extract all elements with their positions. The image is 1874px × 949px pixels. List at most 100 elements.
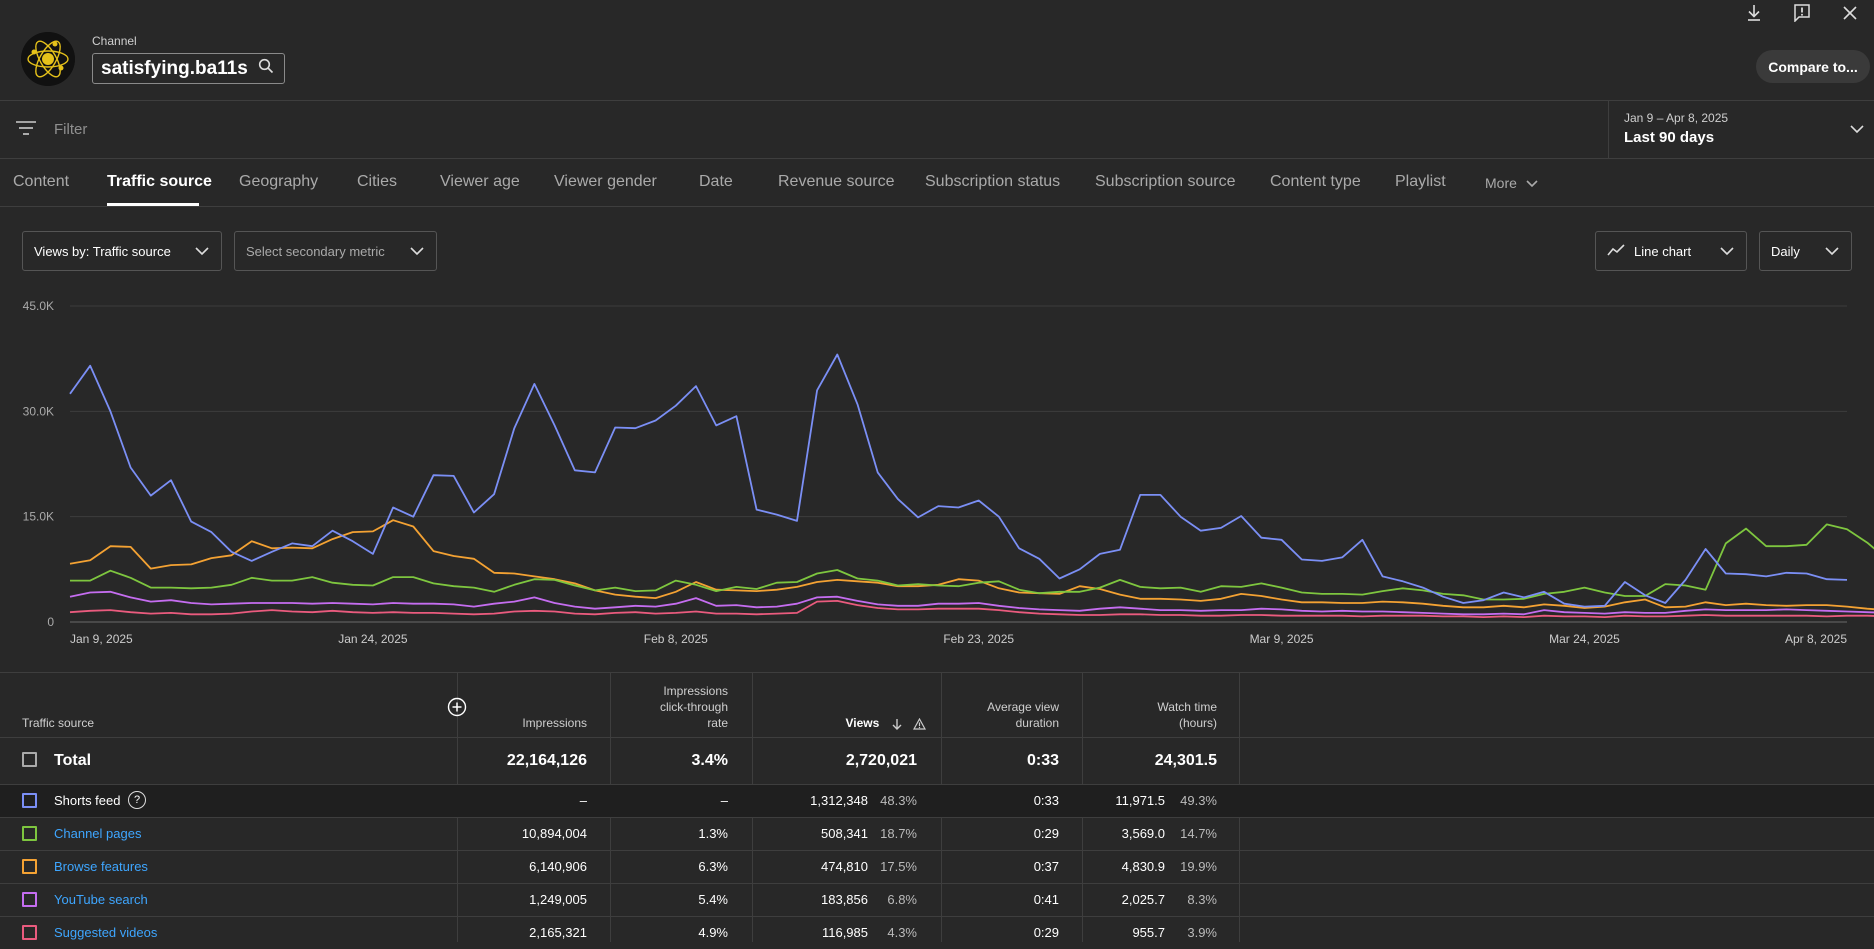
tab-geography[interactable]: Geography	[239, 173, 319, 190]
granularity-dropdown[interactable]: Daily	[1759, 231, 1852, 271]
granularity-label: Daily	[1771, 243, 1800, 259]
date-range-picker[interactable]: Jan 9 – Apr 8, 2025 Last 90 days	[1608, 101, 1874, 159]
row-checkbox[interactable]	[22, 826, 37, 841]
row-watch-pct: 14.7%	[1180, 826, 1217, 841]
total-row: Total 22,164,126 3.4% 2,720,021 0:33 24,…	[0, 737, 1874, 784]
tab-viewer-gender[interactable]: Viewer gender	[554, 173, 657, 190]
y-tick-label: 15.0K	[23, 510, 54, 524]
total-views: 2,720,021	[845, 752, 917, 769]
row-source-label[interactable]: YouTube search	[54, 892, 148, 907]
row-watch-pct: 49.3%	[1180, 793, 1217, 808]
total-impressions: 22,164,126	[506, 752, 587, 769]
chevron-down-icon	[1825, 244, 1839, 259]
row-checkbox[interactable]	[22, 793, 37, 808]
close-icon[interactable]	[1826, 0, 1874, 26]
date-range-text: Jan 9 – Apr 8, 2025	[1624, 111, 1729, 125]
row-avd: 0:37	[1033, 859, 1059, 874]
total-checkbox[interactable]	[22, 752, 37, 767]
header-traffic-source[interactable]: Traffic source	[22, 716, 95, 730]
header-views-label: Views	[845, 716, 880, 730]
row-checkbox[interactable]	[22, 859, 37, 874]
row-views: 474,810	[821, 859, 868, 874]
header-avg-view-duration[interactable]: Average view duration	[987, 699, 1059, 731]
row-watch-pct: 19.9%	[1180, 859, 1217, 874]
x-tick-label: Feb 8, 2025	[644, 632, 708, 646]
table-row: YouTube search 1,249,005 5.4% 183,856 6.8% 0:…	[0, 883, 1874, 916]
header-watch-line1: Watch time	[1157, 700, 1217, 714]
tab-content[interactable]: Content	[13, 173, 70, 190]
search-icon	[258, 58, 274, 79]
row-views-pct: 4.3%	[887, 925, 917, 940]
row-impressions: –	[579, 793, 587, 808]
row-views-pct: 17.5%	[880, 859, 917, 874]
row-watch-time: 4,830.9	[1121, 859, 1165, 874]
header-ctr-line2: click-through	[659, 700, 728, 714]
x-tick-label: Mar 24, 2025	[1549, 632, 1620, 646]
row-checkbox[interactable]	[22, 892, 37, 907]
help-icon[interactable]: ?	[128, 791, 146, 809]
secondary-metric-dropdown[interactable]: Select secondary metric	[234, 231, 437, 271]
filter-icon[interactable]	[16, 120, 36, 141]
row-views-pct: 48.3%	[880, 793, 917, 808]
total-avd: 0:33	[1026, 752, 1059, 769]
table-row: Suggested videos 2,165,321 4.9% 116,985 4.3%…	[0, 916, 1874, 949]
header-ctr-line3: rate	[707, 716, 728, 730]
row-source-label[interactable]: Channel pages	[54, 826, 142, 841]
series-line-suggested-videos	[69, 599, 1874, 619]
tab-cities[interactable]: Cities	[357, 173, 398, 190]
channel-selector[interactable]: satisfying.ba11s	[92, 53, 285, 84]
channel-avatar[interactable]	[21, 32, 75, 86]
row-ctr: 4.9%	[698, 925, 728, 940]
row-source-label[interactable]: Suggested videos	[54, 925, 158, 940]
row-ctr: –	[720, 793, 728, 808]
tab-more-label: More	[1485, 175, 1517, 191]
tab-content-type[interactable]: Content type	[1270, 173, 1361, 190]
table-row: Channel pages 10,894,004 1.3% 508,341 18.7% 0…	[0, 817, 1874, 850]
row-views-pct: 18.7%	[880, 826, 917, 841]
total-watch-time: 24,301.5	[1154, 752, 1217, 769]
row-views-pct: 6.8%	[887, 892, 917, 907]
tab-traffic-source[interactable]: Traffic source	[107, 173, 212, 190]
date-range-label: Last 90 days	[1624, 129, 1715, 146]
row-ctr: 1.3%	[698, 826, 728, 841]
primary-metric-dropdown[interactable]: Views by: Traffic source	[22, 231, 222, 271]
sort-down-icon	[892, 718, 902, 730]
tab-more[interactable]: More	[1485, 175, 1538, 191]
chevron-down-icon	[1720, 244, 1734, 259]
header-watch-time[interactable]: Watch time (hours)	[1157, 699, 1217, 731]
compare-button[interactable]: Compare to...	[1756, 50, 1870, 83]
total-ctr: 3.4%	[691, 752, 728, 769]
filter-input[interactable]: Filter	[54, 121, 88, 138]
row-views: 116,985	[821, 925, 868, 940]
header-impressions[interactable]: Impressions	[522, 716, 587, 730]
x-tick-label: Jan 24, 2025	[338, 632, 408, 646]
header-avd-line2: duration	[1015, 716, 1059, 730]
primary-metric-label: Views by: Traffic source	[34, 243, 171, 259]
row-checkbox[interactable]	[22, 925, 37, 940]
channel-label: Channel	[92, 34, 137, 48]
download-icon[interactable]	[1730, 0, 1778, 26]
header-ctr[interactable]: Impressions click-through rate	[660, 683, 728, 731]
tab-subscription-status[interactable]: Subscription status	[925, 173, 1061, 190]
row-watch-time: 2,025.7	[1121, 892, 1165, 907]
add-column-icon[interactable]	[447, 697, 467, 722]
tab-viewer-age[interactable]: Viewer age	[440, 173, 520, 190]
row-avd: 0:29	[1033, 826, 1059, 841]
traffic-line-chart[interactable]: 45.0K 30.0K 15.0K 0 Jan 9, 2025 Jan 24, 2025 F…	[0, 290, 1874, 650]
tab-revenue-source[interactable]: Revenue source	[778, 173, 895, 190]
tab-playlist[interactable]: Playlist	[1395, 173, 1446, 190]
chevron-down-icon	[1526, 180, 1538, 188]
secondary-metric-label: Select secondary metric	[246, 243, 385, 259]
row-source-label[interactable]: Browse features	[54, 859, 148, 874]
header-views[interactable]: Views	[846, 715, 927, 731]
feedback-icon[interactable]	[1778, 0, 1826, 26]
tab-date[interactable]: Date	[699, 173, 733, 190]
row-watch-pct: 3.9%	[1187, 925, 1217, 940]
warning-icon	[912, 717, 927, 730]
header-avd-line1: Average view	[987, 700, 1059, 714]
row-watch-pct: 8.3%	[1187, 892, 1217, 907]
tab-subscription-source[interactable]: Subscription source	[1095, 173, 1236, 190]
chart-type-dropdown[interactable]: Line chart	[1595, 231, 1747, 271]
table-row: Shorts feed? – – 1,312,348 48.3% 0:33 11,971.5…	[0, 784, 1874, 817]
row-avd: 0:29	[1033, 925, 1059, 940]
